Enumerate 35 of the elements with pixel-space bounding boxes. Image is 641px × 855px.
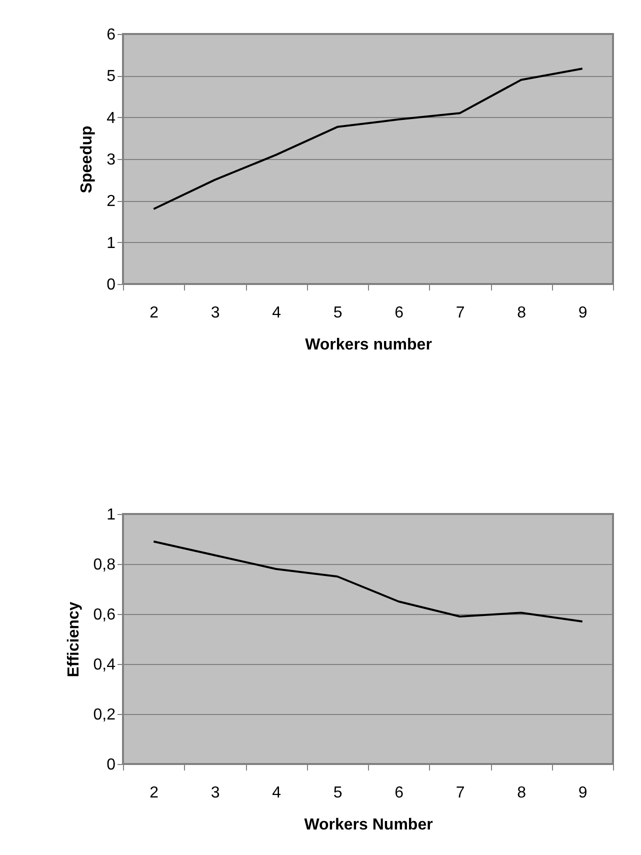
x-tick-label: 2 — [150, 304, 159, 322]
line-series — [152, 68, 584, 210]
y-tick-label: 0,6 — [93, 606, 116, 624]
y-axis-title: Speedup — [78, 125, 96, 194]
x-tick-label: 6 — [394, 784, 404, 802]
x-tick-label: 9 — [578, 304, 588, 322]
y-tick-label: 2 — [106, 193, 116, 210]
y-tick-label: 0 — [106, 276, 116, 294]
x-tick-label: 2 — [150, 784, 159, 802]
y-tick-label: 0,4 — [93, 656, 116, 674]
x-tick-label: 3 — [210, 784, 220, 802]
y-tick-label: 6 — [106, 26, 116, 44]
x-tick-label: 4 — [272, 784, 282, 802]
y-tick-label: 3 — [106, 152, 116, 168]
x-tick-label: 7 — [456, 784, 465, 802]
x-tick-label: 5 — [333, 304, 342, 322]
y-tick-label: 5 — [106, 68, 116, 86]
y-tick-label: 0,8 — [93, 556, 116, 574]
x-tick-label: 8 — [517, 304, 526, 322]
x-tick-label: 6 — [394, 304, 404, 322]
x-tick-label: 5 — [333, 784, 342, 802]
y-tick-label: 0,2 — [93, 706, 116, 724]
x-axis-title: Workers Number — [304, 816, 433, 834]
y-axis-title: Efficiency — [65, 602, 82, 678]
x-tick-label: 8 — [517, 784, 526, 802]
x-axis-title: Workers number — [305, 336, 432, 354]
x-tick-label: 4 — [272, 304, 282, 322]
line-series — [152, 540, 584, 622]
y-tick-label: 1 — [106, 234, 116, 252]
y-tick-label: 1 — [106, 506, 116, 524]
x-tick-label: 7 — [456, 304, 465, 322]
x-tick-label: 9 — [578, 784, 588, 802]
x-tick-label: 3 — [210, 304, 220, 322]
y-tick-label: 0 — [106, 756, 116, 774]
y-tick-label: 4 — [106, 110, 116, 127]
